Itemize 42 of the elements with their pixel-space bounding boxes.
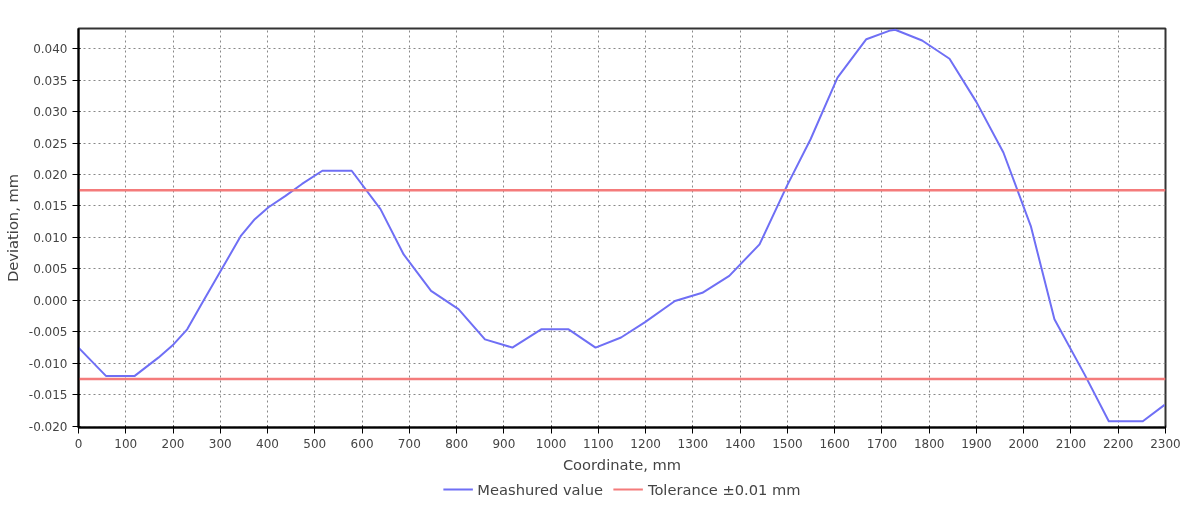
line-series bbox=[78, 28, 1166, 423]
x-tick-label: 1100 bbox=[583, 436, 614, 451]
x-tick-label: 1200 bbox=[630, 436, 661, 451]
y-tick-label: -0.005 bbox=[28, 325, 68, 340]
x-axis-title: Coordinate, mm bbox=[562, 455, 682, 473]
x-tick-label: 2000 bbox=[1008, 436, 1039, 451]
x-tick-label: 200 bbox=[161, 436, 185, 451]
x-tick-label: 1800 bbox=[913, 436, 945, 451]
y-tick-label: 0.040 bbox=[33, 42, 68, 57]
x-tick-label: 1400 bbox=[724, 436, 756, 451]
y-tick-label: -0.010 bbox=[28, 356, 68, 371]
x-tick-label: 1000 bbox=[535, 436, 567, 451]
y-tick-label: -0.015 bbox=[28, 388, 68, 403]
y-tick-label: 0.025 bbox=[33, 136, 68, 151]
y-axis-title: Deviation, mm bbox=[3, 174, 21, 282]
x-tick-label: 1600 bbox=[819, 436, 850, 451]
x-tick-label: 1700 bbox=[866, 436, 898, 451]
x-tick-label: 1900 bbox=[961, 436, 992, 451]
x-tick-label: 1300 bbox=[677, 436, 709, 451]
y-tick-label: 0.015 bbox=[33, 199, 68, 214]
x-tick-label: 2300 bbox=[1150, 436, 1181, 451]
x-tick-label: 300 bbox=[208, 436, 232, 451]
x-tick-label: 500 bbox=[303, 436, 327, 451]
legend-label: Meashured value bbox=[477, 480, 603, 498]
y-tick-label: 0.000 bbox=[33, 293, 68, 308]
x-tick-label: 700 bbox=[397, 436, 421, 451]
x-tick-label: 2100 bbox=[1055, 436, 1087, 451]
x-tick-label: 900 bbox=[492, 436, 516, 451]
x-tick-label: 800 bbox=[445, 436, 469, 451]
x-tick-label: 1500 bbox=[772, 436, 803, 451]
y-tick-label: 0.020 bbox=[33, 168, 68, 183]
y-tick-label: 0.005 bbox=[33, 262, 68, 277]
x-tick-label: 100 bbox=[114, 436, 138, 451]
x-tick-label: 2200 bbox=[1102, 436, 1134, 451]
x-tick-label: 400 bbox=[256, 436, 279, 451]
y-tick-label: 0.035 bbox=[33, 73, 68, 88]
x-tick-label: 0 bbox=[74, 436, 83, 451]
legend-label: Tolerance ±0.01 mm bbox=[647, 480, 801, 498]
y-tick-label: -0.020 bbox=[28, 419, 68, 434]
y-tick-label: 0.010 bbox=[33, 230, 68, 245]
y-tick-label: 0.030 bbox=[33, 105, 68, 120]
x-tick-label: 600 bbox=[350, 436, 374, 451]
